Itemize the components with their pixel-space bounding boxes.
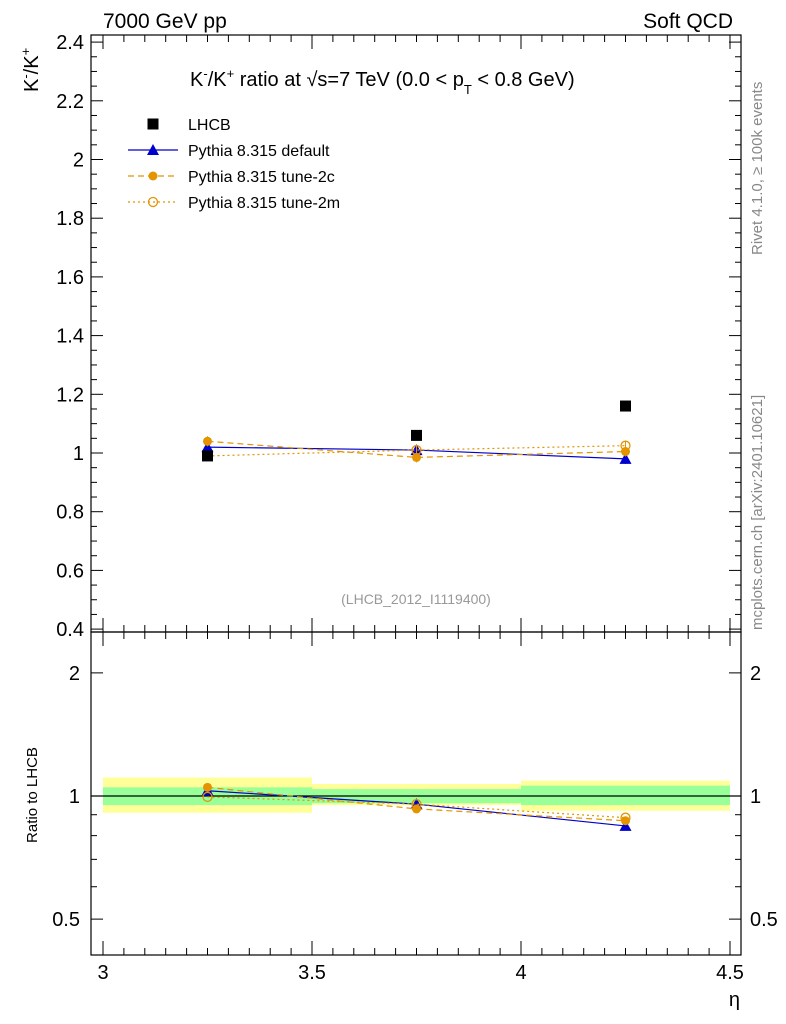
title-range: < 0.8 GeV) [472,69,575,91]
title-pt-sub: T [464,82,472,97]
legend-label: Pythia 8.315 tune-2m [188,195,340,212]
data-point [411,444,422,456]
legend-marker [147,144,159,155]
data-point [412,452,421,462]
main-ytick-label: 2.4 [56,32,84,54]
title-slash-k: /K [208,69,228,91]
ratio-ytick-label-right: 2 [750,663,761,685]
main-ytick-label: 2.2 [56,91,84,113]
legend-entry: Pythia 8.315 tune-2c [128,169,335,186]
xtick-label: 4 [515,962,526,984]
ylabel-k2-sup: + [18,48,33,56]
ylabel-k-sup: - [18,74,33,78]
data-point [202,450,213,462]
analysis-label: (LHCB_2012_I1119400) [341,591,491,607]
main-ylabel: K-/K+ [18,48,43,92]
ratio-ylabel: Ratio to LHCB [24,747,41,843]
main-ytick-label: 1 [73,443,84,465]
ratio-ytick-label: 0.5 [52,909,80,931]
ratio-series-pythia-8-315-tune-2m [202,791,631,823]
legend-entry: Pythia 8.315 default [128,143,330,160]
mcplots-label: mcplots.cern.ch [arXiv:2401.10621] [749,395,766,630]
title-k: K [190,69,204,91]
main-ytick-label: 0.6 [56,560,84,582]
ratio-point [203,782,212,792]
main-ytick-label: 0.8 [56,502,84,524]
main-ytick-label: 1.6 [56,267,84,289]
legend-label: LHCB [188,117,231,134]
data-point [201,441,214,453]
main-ytick-label: 0.4 [56,619,84,641]
data-point [203,436,212,446]
ylabel-slash-k: /K [21,55,43,75]
xtick-label: 3 [97,962,108,984]
main-series [201,400,632,464]
ratio-ytick-label-right: 0.5 [750,909,778,931]
header-right: Soft QCD [643,10,733,33]
main-ytick-label: 1.4 [56,326,84,348]
data-point [620,400,631,412]
xtick-label: 3.5 [298,962,326,984]
header-left: 7000 GeV pp [103,10,227,33]
ratio-point [621,816,630,826]
ratio-ytick-label-right: 1 [750,786,761,808]
title-ratio-text: ratio at √s=7 TeV (0.0 < p [234,69,464,91]
title-k2-sup: + [227,66,235,81]
data-point [620,440,631,451]
legend-label: Pythia 8.315 default [188,143,330,160]
legend-entry: Pythia 8.315 tune-2m [128,195,340,212]
xtick-label: 4.5 [716,962,744,984]
ratio-band-inner [521,785,730,806]
ratio-ytick-label: 2 [69,663,80,685]
legend-entry: LHCB [147,117,231,134]
legend-marker [148,171,158,181]
ratio-point [620,812,631,823]
legend: LHCB Pythia 8.315 default Pythia 8.315 tun… [128,117,340,212]
main-ytick-label: 1.8 [56,208,84,230]
legend-label: Pythia 8.315 tune-2c [188,169,335,186]
title-k-sup: - [203,66,207,81]
data-point [411,429,422,441]
ratio-point [619,819,632,831]
plot-title: K-/K+ ratio at √s=7 TeV (0.0 < pT < 0.8 … [190,66,575,97]
x-axis-label: η [729,989,740,1011]
main-ytick-label: 2 [73,150,84,172]
series-lhcb [202,400,631,462]
ylabel-k: K [21,78,43,92]
data-point [619,452,632,464]
legend-marker [147,118,159,130]
legend-marker [147,196,159,208]
ratio-ytick-label: 1 [69,786,80,808]
main-ytick-label: 1.2 [56,384,84,406]
ratio-point [411,799,422,810]
ratio-point [202,791,213,803]
axes: 0.4 0.6 0.8 1 1.2 1.4 1.6 1.8 2 2.2 2.4 3 3.5 4 4.5 0.5… [52,32,778,984]
rivet-label: Rivet 4.1.0, ≥ 100k events [749,82,766,255]
ratio-series [201,782,632,831]
